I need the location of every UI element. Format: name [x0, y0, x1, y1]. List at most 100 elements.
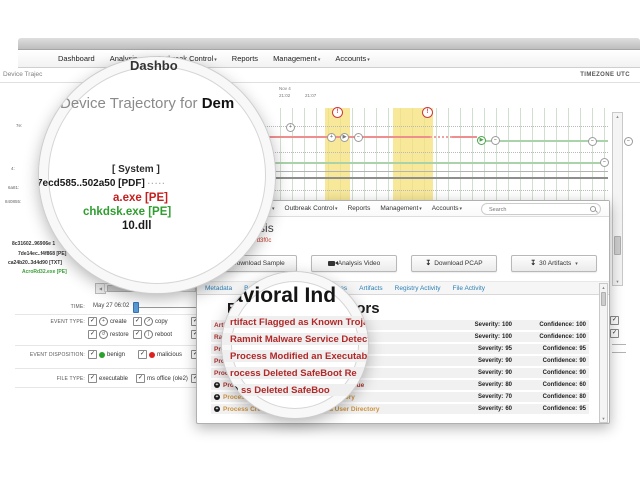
magnified-indicator-row: Process Modified an Executabl: [222, 350, 368, 362]
row-label: 6a81:: [8, 185, 20, 190]
filter-restore[interactable]: ✓ ↺ restore: [88, 330, 129, 339]
filter-reboot[interactable]: ✓ | reboot: [133, 330, 173, 339]
file-label[interactable]: 7de14ec..f4f868 [PE]: [18, 251, 67, 257]
nav-item-dashboard[interactable]: Dashboard: [58, 54, 95, 63]
magnified-indicator-row: rtifact Flagged as Known Troja: [222, 316, 368, 328]
chevron-down-icon: ▾: [335, 206, 338, 212]
time-slider-handle[interactable]: [133, 302, 139, 313]
checkbox[interactable]: ✓: [133, 317, 142, 326]
breadcrumb-row: Device Trajec TIMEZONE UTC: [0, 68, 640, 83]
row-label: 4:: [11, 166, 15, 171]
magnified-nav-text: Dashbo: [130, 58, 178, 73]
list-scrollbar[interactable]: ▲ ▼: [599, 283, 608, 423]
checkbox[interactable]: ✓: [133, 330, 142, 339]
scrollbar-thumb[interactable]: [601, 292, 606, 306]
search-input[interactable]: [487, 204, 591, 215]
checkbox[interactable]: ✓: [136, 374, 145, 383]
event-icon[interactable]: −: [354, 133, 363, 142]
filter-checkbox-partial[interactable]: ✓: [610, 316, 619, 325]
chevron-down-icon: ▾: [575, 260, 578, 267]
main-vertical-scrollbar[interactable]: ▲ ▼: [612, 112, 623, 286]
row-label: 7e:: [16, 123, 23, 128]
benign-dot-icon: [99, 351, 105, 358]
analysis-video-button[interactable]: Analysis Video: [311, 255, 397, 272]
expand-icon[interactable]: +: [214, 406, 220, 412]
expand-icon[interactable]: +: [214, 394, 220, 400]
filter-create[interactable]: ✓ + create: [88, 317, 127, 326]
scrollbar-thumb[interactable]: [614, 236, 621, 255]
nav-item-reports[interactable]: Reports: [231, 54, 259, 63]
checkbox[interactable]: ✓: [610, 329, 619, 338]
trajectory-row-line: [60, 126, 608, 127]
checkbox[interactable]: ✓: [88, 374, 97, 383]
tab-file-activity[interactable]: File Activity: [452, 284, 486, 292]
event-icon[interactable]: −: [600, 158, 609, 167]
filter-ms-office[interactable]: ✓ ms office (ole2): [136, 374, 188, 383]
file-type-filter-label: FILE TYPE:: [56, 376, 85, 382]
checkbox[interactable]: ✓: [88, 330, 97, 339]
checkbox[interactable]: ✓: [138, 350, 147, 359]
breadcrumb[interactable]: Device Trajec: [3, 71, 43, 78]
compromise-highlight-band: [393, 108, 433, 212]
file-label[interactable]: ca24b20..3d4d90 [TXT]: [8, 260, 62, 266]
threat-warning-icon[interactable]: !: [332, 107, 343, 118]
download-icon: ↧: [425, 260, 432, 267]
search-box[interactable]: [481, 202, 601, 215]
nav-item-reports[interactable]: Reports: [347, 205, 371, 212]
tab-artifacts[interactable]: Artifacts: [359, 284, 383, 292]
trajectory-row-line-gray: [60, 171, 608, 172]
magnifier-lens-bottom: avioral Ind rtifact Flagged as Known Tro…: [222, 272, 368, 418]
trajectory-row-line-gray: [60, 177, 608, 179]
expand-icon: +: [230, 386, 238, 394]
compromise-highlight-band: [325, 108, 350, 212]
event-create-icon[interactable]: +: [286, 123, 295, 132]
threat-warning-icon[interactable]: !: [422, 107, 433, 118]
expand-icon[interactable]: +: [214, 382, 220, 388]
scroll-down-icon[interactable]: ▼: [615, 279, 620, 284]
checkbox[interactable]: ✓: [88, 350, 97, 359]
event-icon[interactable]: −: [588, 137, 597, 146]
file-label[interactable]: 8c31602..96906e 1: [12, 241, 56, 247]
event-icon[interactable]: −: [491, 136, 500, 145]
time-slider-track[interactable]: [139, 307, 196, 308]
chevron-down-icon: ▾: [419, 206, 422, 212]
filter-malicious[interactable]: ✓ malicious: [138, 350, 183, 359]
scroll-down-icon[interactable]: ▼: [601, 416, 606, 421]
scroll-up-icon[interactable]: ▲: [615, 114, 620, 119]
event-execute-icon[interactable]: ▶: [340, 133, 349, 142]
nav-item-management[interactable]: Management▾: [380, 205, 422, 212]
event-create-icon[interactable]: +: [327, 133, 336, 142]
download-icon: ↧: [530, 260, 537, 267]
download-pcap-button[interactable]: ↧ Download PCAP: [411, 255, 497, 272]
trajectory-filters: TIME: May 27 06:02 EVENT TYPE: ✓ + creat…: [0, 290, 640, 395]
disposition-filter-label: EVENT DISPOSITION:: [29, 352, 85, 358]
trajectory-row-line: [60, 190, 608, 191]
filter-executable[interactable]: ✓ executable: [88, 374, 129, 383]
nav-item-outbreak-control[interactable]: Outbreak Control▾: [284, 205, 338, 212]
magnified-indicator-row: + ss Deleted SafeBoo: [222, 384, 368, 396]
nav-item-accounts[interactable]: Accounts▾: [335, 54, 370, 63]
nav-item-outbreak-control[interactable]: Outbreak Control▾: [156, 54, 217, 63]
malicious-dot-icon: [149, 351, 155, 358]
cut-label-line: [612, 352, 626, 353]
filter-checkbox-partial[interactable]: ✓: [610, 329, 619, 338]
filter-copy[interactable]: ✓ ↗ copy: [133, 317, 168, 326]
magnified-indicator-row: Ramnit Malware Service Detecte: [222, 333, 368, 345]
event-icon[interactable]: −: [624, 137, 633, 146]
row-label: 840855:: [5, 199, 22, 204]
tab-registry-activity[interactable]: Registry Activity: [394, 284, 441, 292]
checkbox[interactable]: ✓: [610, 316, 619, 325]
time-header-t1: 21:02: [279, 93, 291, 98]
scroll-up-icon[interactable]: ▲: [601, 285, 606, 290]
event-execute-benign-icon[interactable]: ▶: [477, 136, 486, 145]
tab-metadata[interactable]: Metadata: [205, 284, 233, 292]
filter-benign[interactable]: ✓ benign: [88, 350, 126, 359]
nav-item-management[interactable]: Management▾: [273, 54, 321, 63]
checkbox[interactable]: ✓: [88, 317, 97, 326]
magnified-file-dll: 10.dll: [122, 220, 152, 232]
action-buttons: ↧ Download Sample Analysis Video ↧ Downl…: [211, 255, 597, 272]
nav-item-accounts[interactable]: Accounts▾: [431, 205, 463, 212]
artifacts-dropdown-button[interactable]: ↧ 30 Artifacts ▾: [511, 255, 597, 272]
file-label-benign[interactable]: AcroRd32.exe [PE]: [22, 269, 67, 275]
